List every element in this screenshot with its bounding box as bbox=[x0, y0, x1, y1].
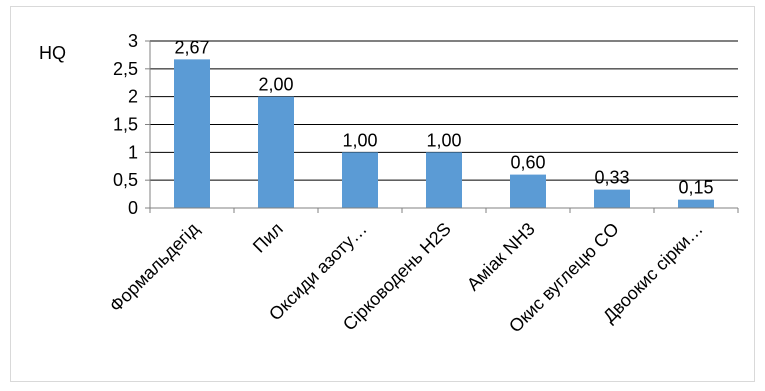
bar bbox=[594, 189, 630, 208]
bar bbox=[342, 152, 378, 208]
bar bbox=[510, 174, 546, 208]
bar bbox=[258, 96, 294, 208]
chart-frame: 0 0,5 1 1,5 2 2,5 3 2,67 Формальдегід 2,00 Пил 1,00… bbox=[10, 6, 755, 382]
gridlines bbox=[150, 40, 738, 181]
y-tick-label: 0,5 bbox=[113, 170, 138, 190]
data-label: 0,33 bbox=[594, 168, 629, 188]
y-tick-label: 2,5 bbox=[113, 59, 138, 79]
bar bbox=[174, 59, 210, 209]
y-tick-label: 2 bbox=[128, 87, 138, 107]
y-tick-label: 0 bbox=[128, 198, 138, 218]
data-label: 2,67 bbox=[174, 37, 209, 57]
data-label: 1,00 bbox=[342, 130, 377, 150]
x-tick-label: Пил bbox=[249, 219, 287, 257]
x-tick-label: Формальдегід bbox=[106, 218, 204, 316]
data-label: 0,60 bbox=[510, 153, 545, 173]
bar bbox=[678, 199, 714, 208]
bar bbox=[426, 152, 462, 208]
data-label: 2,00 bbox=[258, 75, 293, 95]
y-tick-label: 1 bbox=[128, 142, 138, 162]
y-axis-title: HQ bbox=[39, 43, 66, 63]
axes bbox=[145, 40, 739, 213]
bar-chart: 0 0,5 1 1,5 2 2,5 3 2,67 Формальдегід 2,00 Пил 1,00… bbox=[39, 31, 739, 336]
data-label: 0,15 bbox=[678, 178, 713, 198]
x-tick-label: Аміак NH3 bbox=[463, 219, 539, 295]
y-tick-label: 3 bbox=[128, 31, 138, 51]
y-tick-label: 1,5 bbox=[113, 115, 138, 135]
bars bbox=[174, 59, 714, 209]
data-label: 1,00 bbox=[426, 130, 461, 150]
